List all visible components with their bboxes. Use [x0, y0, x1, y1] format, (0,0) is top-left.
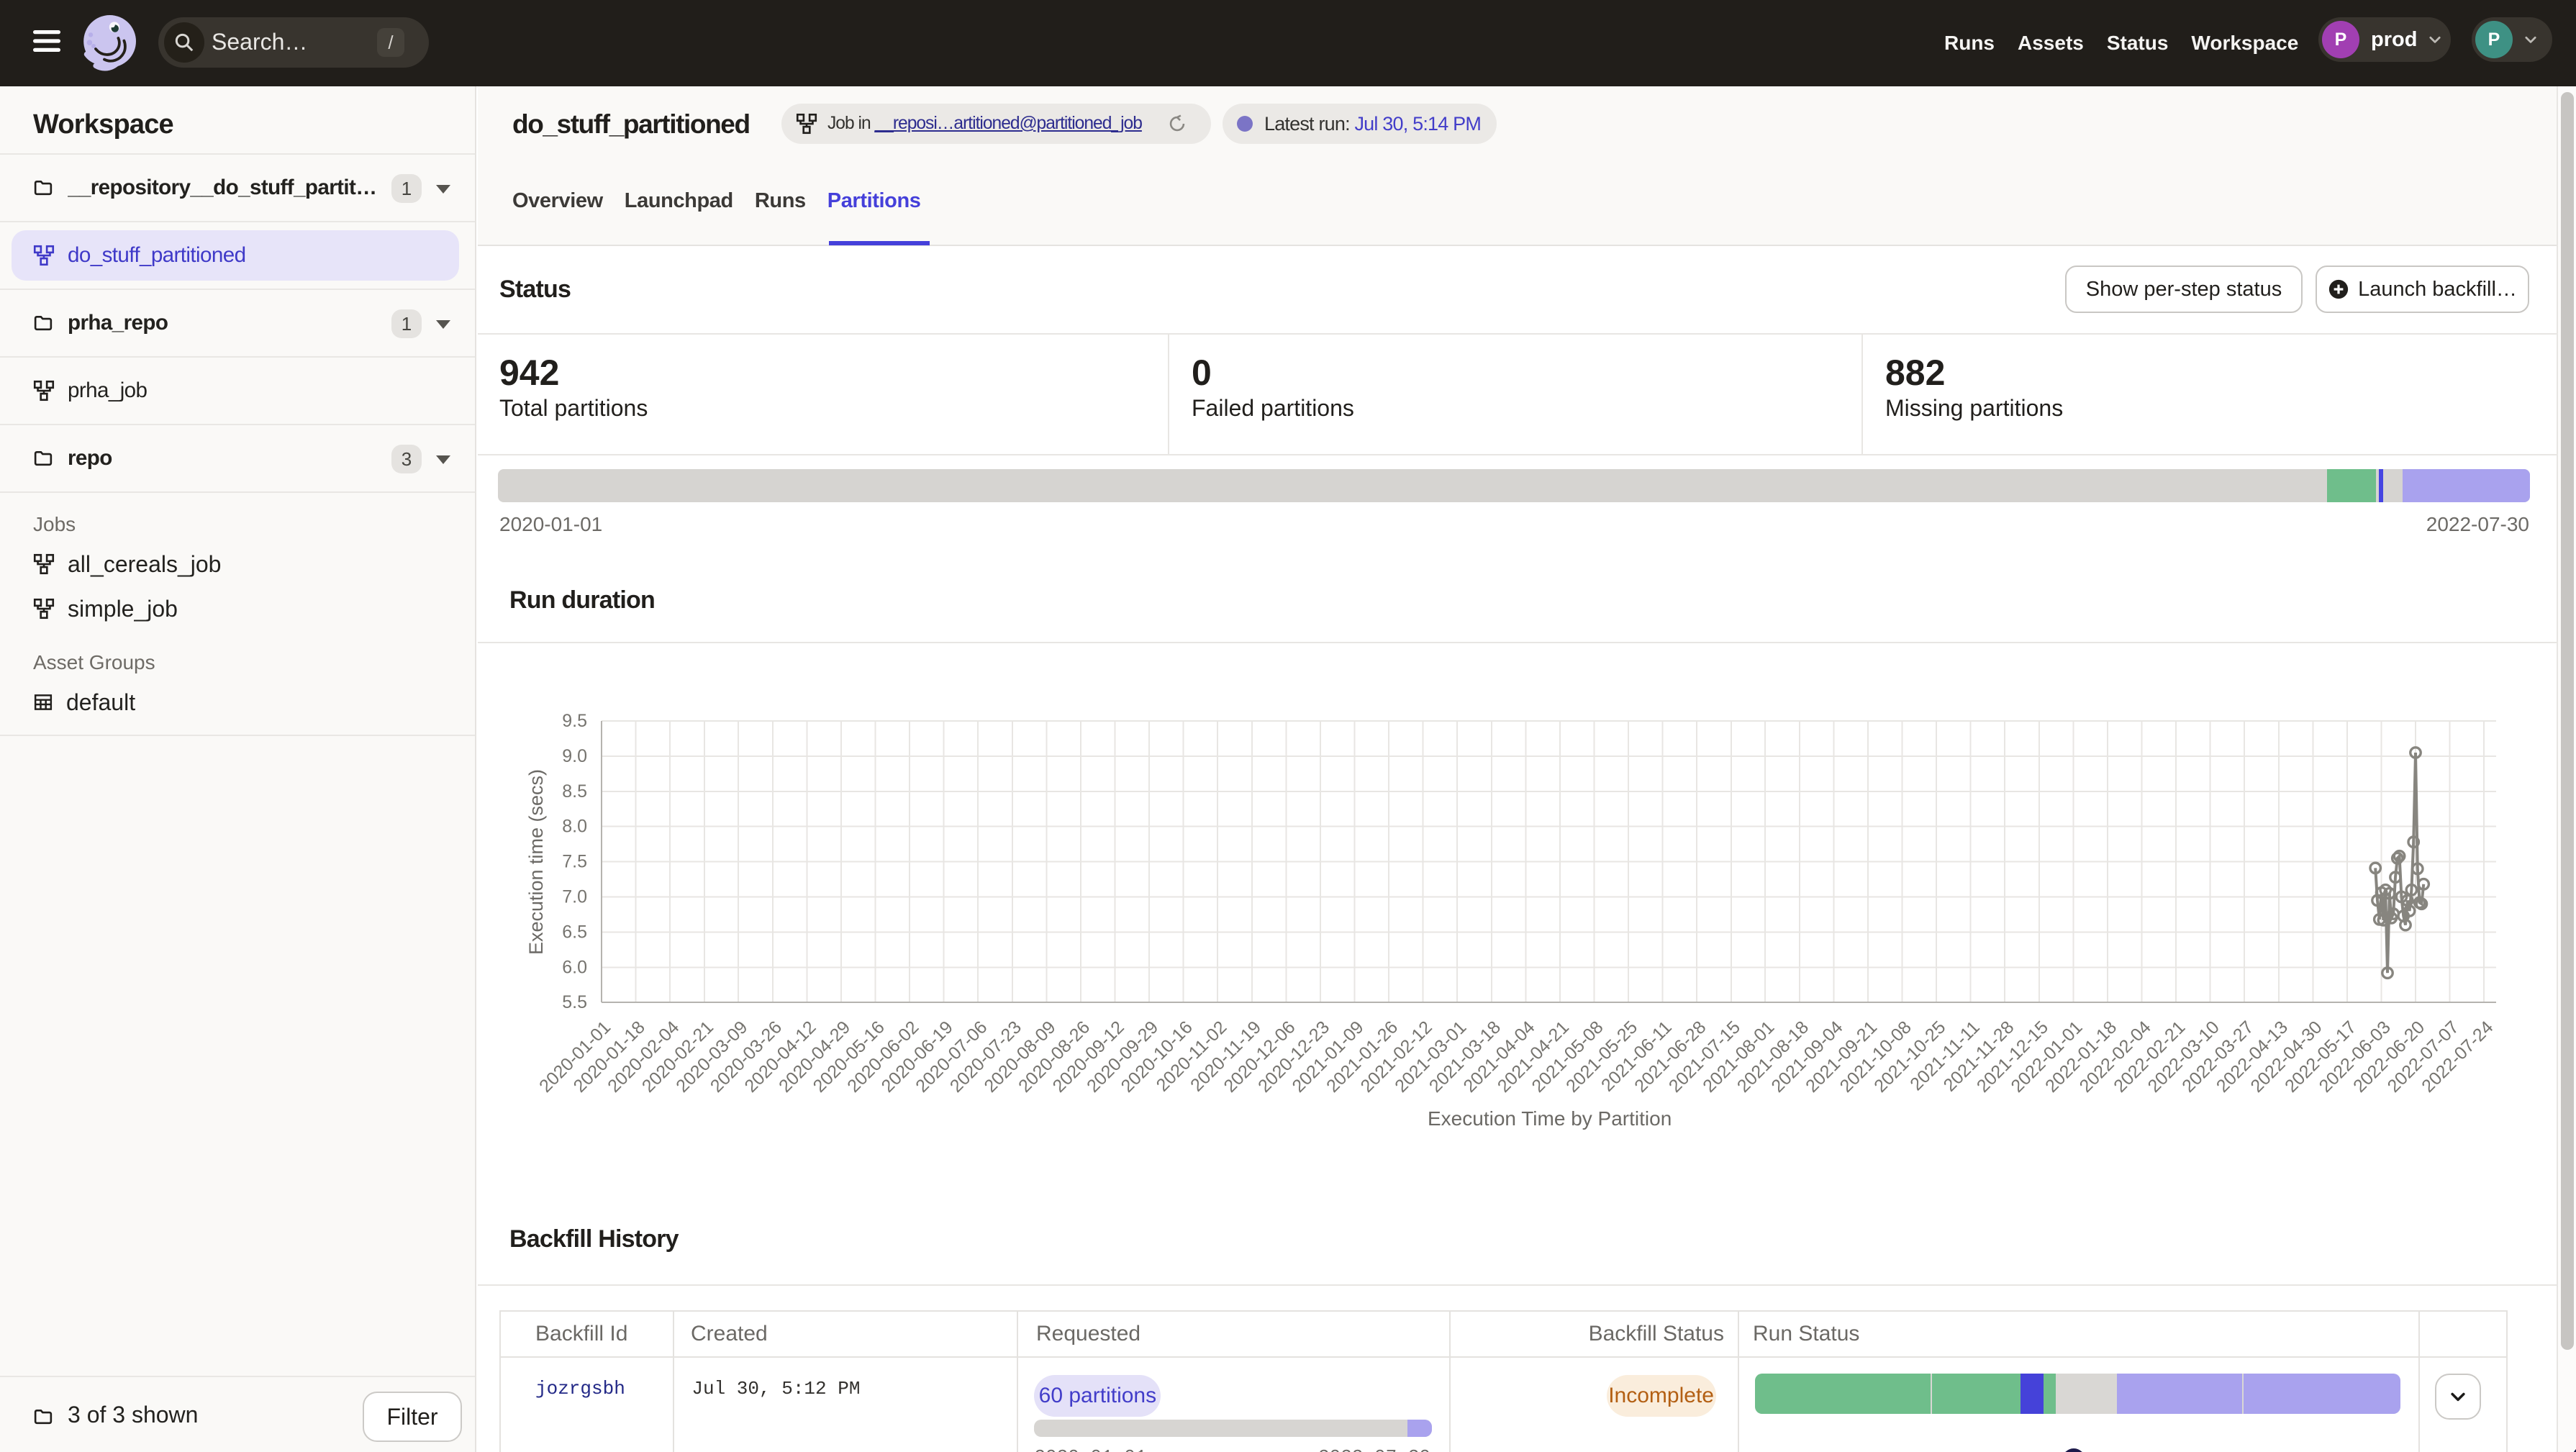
svg-text:5.5: 5.5	[562, 992, 587, 1012]
svg-text:6.0: 6.0	[562, 957, 587, 977]
svg-text:7.0: 7.0	[562, 886, 587, 907]
svg-text:6.5: 6.5	[562, 922, 587, 942]
svg-text:7.5: 7.5	[562, 852, 587, 872]
svg-text:Execution time (secs): Execution time (secs)	[525, 769, 547, 955]
svg-text:8.0: 8.0	[562, 817, 587, 837]
svg-text:9.5: 9.5	[562, 711, 587, 731]
svg-text:8.5: 8.5	[562, 781, 587, 802]
svg-text:9.0: 9.0	[562, 746, 587, 766]
